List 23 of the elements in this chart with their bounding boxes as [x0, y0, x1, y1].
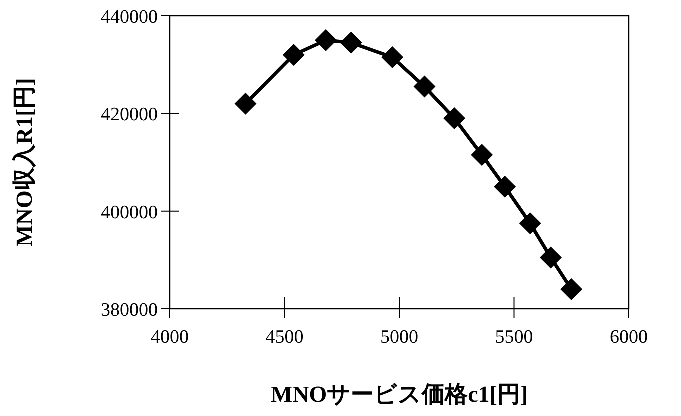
point — [234, 92, 257, 115]
y-tick-label: 440000 — [101, 7, 158, 28]
point — [494, 176, 516, 198]
point — [282, 44, 305, 66]
point — [382, 46, 404, 69]
point — [315, 29, 338, 52]
x-tick-label: 4000 — [151, 327, 189, 348]
y-tick-label: 420000 — [101, 104, 158, 126]
point — [471, 144, 494, 166]
point — [540, 246, 562, 269]
x-tick-label: 6000 — [610, 327, 648, 348]
point — [560, 278, 583, 300]
point — [414, 76, 436, 98]
y-axis-title: MNO収入R1[円] — [12, 78, 37, 247]
x-tick-label: 5000 — [380, 327, 418, 348]
y-tick-label: 400000 — [101, 202, 158, 224]
point — [340, 32, 362, 54]
point — [444, 108, 466, 130]
x-tick-label: 5500 — [495, 327, 534, 348]
x-tick-label: 4500 — [266, 327, 304, 348]
y-tick-label: 380000 — [101, 300, 158, 321]
point — [519, 212, 542, 235]
x-axis-title: MNOサービス価格c1[円] — [270, 382, 528, 407]
